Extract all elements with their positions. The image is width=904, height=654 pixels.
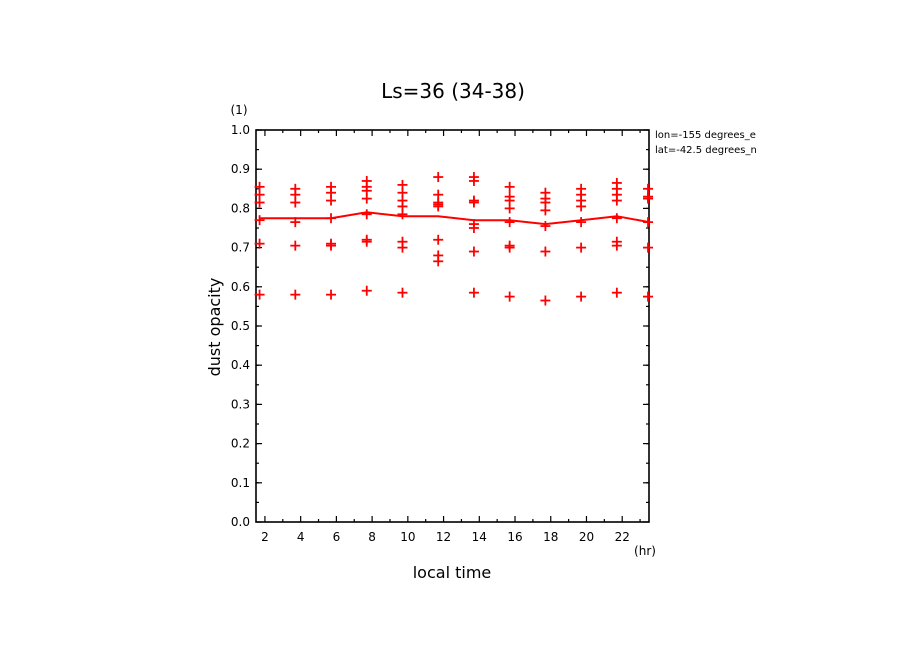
y-tick-label: 0.2 <box>231 437 250 451</box>
data-point <box>643 193 653 204</box>
plot-frame <box>255 129 650 523</box>
x-tick-label: 18 <box>543 530 558 544</box>
data-point <box>643 242 653 253</box>
x-tick-label: 12 <box>436 530 451 544</box>
y-tick-label: 0.4 <box>231 358 250 372</box>
x-unit-label: (hr) <box>634 544 656 558</box>
y-tick-label: 0.5 <box>231 319 250 333</box>
data-point <box>433 234 444 245</box>
x-axis-label: local time <box>413 563 492 582</box>
data-point <box>397 242 408 253</box>
data-point <box>611 195 622 206</box>
y-axis-label: dust opacity <box>205 278 224 377</box>
x-tick-label: 10 <box>400 530 415 544</box>
x-tick-label: 20 <box>579 530 594 544</box>
data-point <box>326 289 337 300</box>
data-point <box>254 289 265 300</box>
y-tick-label: 0.8 <box>231 201 250 215</box>
x-tick-label: 22 <box>615 530 630 544</box>
data-point <box>643 291 653 302</box>
data-point <box>504 181 515 192</box>
data-point <box>576 201 587 212</box>
data-point <box>361 209 372 220</box>
data-point <box>540 205 551 216</box>
data-point <box>504 291 515 302</box>
data-point <box>433 256 444 267</box>
data-point <box>326 195 337 206</box>
x-tick-label: 6 <box>333 530 341 544</box>
data-point <box>468 287 479 298</box>
data-point <box>397 209 408 220</box>
data-point <box>468 197 479 208</box>
data-point <box>468 246 479 257</box>
data-point <box>290 240 301 251</box>
y-tick-label: 0.9 <box>231 162 250 176</box>
data-point <box>576 217 587 228</box>
data-point <box>254 197 265 208</box>
data-point <box>433 172 444 183</box>
data-point <box>540 221 551 232</box>
data-point <box>361 236 372 247</box>
y-unit-label: (1) <box>231 103 248 117</box>
data-point <box>361 193 372 204</box>
annotation-lat: lat=-42.5 degrees_n <box>655 145 757 156</box>
chart-title: Ls=36 (34-38) <box>381 79 525 103</box>
data-point <box>290 197 301 208</box>
y-tick-label: 0.3 <box>231 397 250 411</box>
data-point <box>397 287 408 298</box>
mean-line <box>259 211 650 226</box>
y-tick-label: 0.0 <box>231 515 250 529</box>
x-tick-label: 4 <box>297 530 305 544</box>
data-point <box>290 217 301 228</box>
data-point <box>254 238 265 249</box>
data-point <box>326 213 337 224</box>
data-point <box>433 201 444 212</box>
data-point <box>504 203 515 214</box>
data-point <box>254 215 265 226</box>
data-point <box>540 295 551 306</box>
data-point <box>611 240 622 251</box>
data-point <box>361 285 372 296</box>
y-tick-label: 0.6 <box>231 280 250 294</box>
data-point <box>576 242 587 253</box>
data-point <box>611 213 622 224</box>
y-tick-label: 1.0 <box>231 123 250 137</box>
x-tick-label: 2 <box>261 530 269 544</box>
data-point <box>576 291 587 302</box>
x-tick-label: 16 <box>507 530 522 544</box>
data-point <box>290 289 301 300</box>
data-point <box>611 287 622 298</box>
y-tick-label: 0.1 <box>231 476 250 490</box>
x-tick-label: 14 <box>472 530 487 544</box>
data-point <box>468 175 479 186</box>
data-point <box>504 242 515 253</box>
data-point <box>326 240 337 251</box>
y-tick-label: 0.7 <box>231 241 250 255</box>
x-tick-label: 8 <box>368 530 376 544</box>
data-point <box>643 217 653 228</box>
data-marks <box>254 172 653 306</box>
data-point <box>540 246 551 257</box>
data-point <box>468 223 479 233</box>
data-point <box>504 217 515 228</box>
annotation-lon: lon=-155 degrees_e <box>655 130 756 141</box>
axis-ticks: 0.0 0.1 0.2 0.3 0.4 0.5 0.6 0.7 0.8 0.9 1.0 2 4 6 8 10 1… <box>231 123 649 544</box>
